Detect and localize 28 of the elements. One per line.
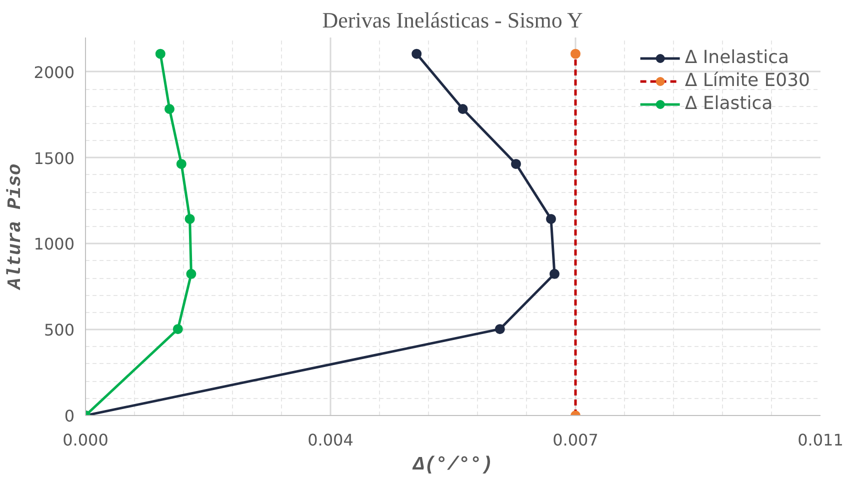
x-tick-label: 0.000 xyxy=(62,430,108,450)
y-tick-label: 0 xyxy=(64,406,75,426)
point xyxy=(184,214,195,224)
point xyxy=(570,48,580,59)
point xyxy=(176,158,186,169)
legend-label: Δ Inelastica xyxy=(684,47,790,68)
chart-title: Derivas Inelásticas - Sismo Y xyxy=(322,8,584,32)
y-tick-label: 2000 xyxy=(34,62,74,82)
y-tick-label: 1500 xyxy=(34,148,74,168)
x-tick-label: 0.011 xyxy=(798,430,844,450)
x-axis-title: Δ(°/°°) xyxy=(412,454,493,476)
y-tick-label: 1000 xyxy=(34,234,74,254)
point xyxy=(550,268,560,279)
point xyxy=(494,324,505,334)
point xyxy=(155,48,166,59)
point xyxy=(186,268,196,279)
point xyxy=(164,104,174,114)
point xyxy=(458,104,468,114)
legend-label: Δ Elastica xyxy=(684,93,773,114)
x-tick-label: 0.004 xyxy=(308,430,354,450)
point xyxy=(412,48,422,59)
point xyxy=(172,324,183,334)
x-tick-label: 0.007 xyxy=(552,430,598,450)
y-tick-label: 500 xyxy=(44,320,75,340)
point xyxy=(546,214,556,224)
point xyxy=(511,158,521,169)
y-axis-title: Altura Piso xyxy=(4,164,26,290)
legend-label: Δ Límite E030 xyxy=(684,70,810,91)
